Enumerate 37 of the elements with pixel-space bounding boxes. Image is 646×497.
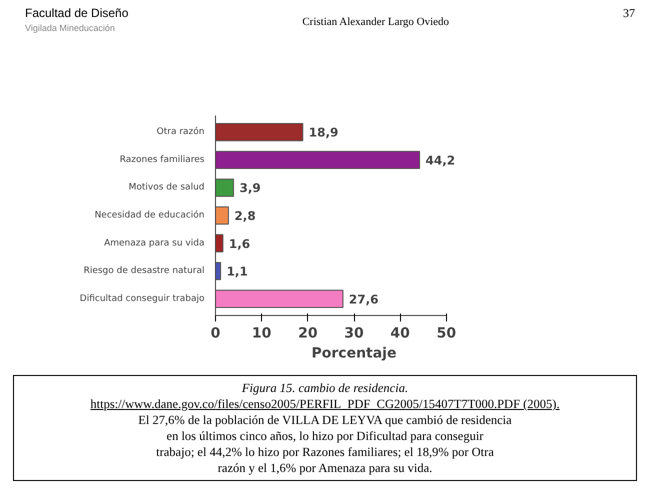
text: en los últimos cinco años, lo hizo por Dificultad para conseguir <box>166 429 484 443</box>
y-tick-label: Razones familiares <box>120 154 205 165</box>
bar <box>216 206 229 225</box>
bar <box>216 150 420 170</box>
data-label: 27,6 <box>348 292 379 306</box>
y-tick-label: Motivos de salud <box>128 182 205 193</box>
data-label: 44,2 <box>426 153 456 168</box>
x-tick-label: 10 <box>252 326 272 342</box>
text: trabajo; el 44,2% lo hizo por Razones familiares; el 18,9% por Otra <box>156 445 494 459</box>
y-tick-label: Amenaza para su vida <box>104 238 205 248</box>
text: Facultad de Diseño <box>25 5 128 22</box>
y-tick-label: Riesgo de desastre natural <box>84 266 205 276</box>
text: El 27,6% de la población de VILLA DE LEYVA que cambió de residencia <box>138 413 512 427</box>
text: Figura 15. cambio de residencia. <box>242 381 408 395</box>
data-label: 1,1 <box>226 264 248 279</box>
data-label: 2,8 <box>234 209 256 223</box>
text: Vigilada Mineducación <box>25 22 116 35</box>
x-tick-label: 40 <box>390 326 410 342</box>
y-tick-label: Necesidad de educación <box>94 210 205 220</box>
data-label: 1,6 <box>228 236 250 251</box>
x-axis-title: Porcentaje <box>312 346 396 362</box>
x-tick-label: 20 <box>298 326 318 342</box>
text: Cristian Alexander Largo Oviedo <box>302 15 450 30</box>
bar <box>216 178 234 197</box>
bar <box>216 234 224 252</box>
text: https://www.dane.gov.co/files/censo2005/PERFIL_PDF_CG2005/15407T7T000.PDF (2005). <box>90 397 560 411</box>
x-tick-label: 50 <box>436 326 456 342</box>
bar <box>216 123 304 142</box>
y-tick-label: Dificultad conseguir trabajo <box>80 294 205 304</box>
text: razón y el 1,6% por Amenaza para su vida. <box>218 461 432 475</box>
x-tick-label: 0 <box>210 326 221 342</box>
data-label: 18,9 <box>308 126 338 140</box>
y-tick-label: Otra razón <box>156 126 205 138</box>
x-tick-label: 30 <box>344 326 364 342</box>
bar <box>216 290 344 308</box>
text: 37 <box>622 5 635 22</box>
data-label: 3,9 <box>240 181 261 196</box>
